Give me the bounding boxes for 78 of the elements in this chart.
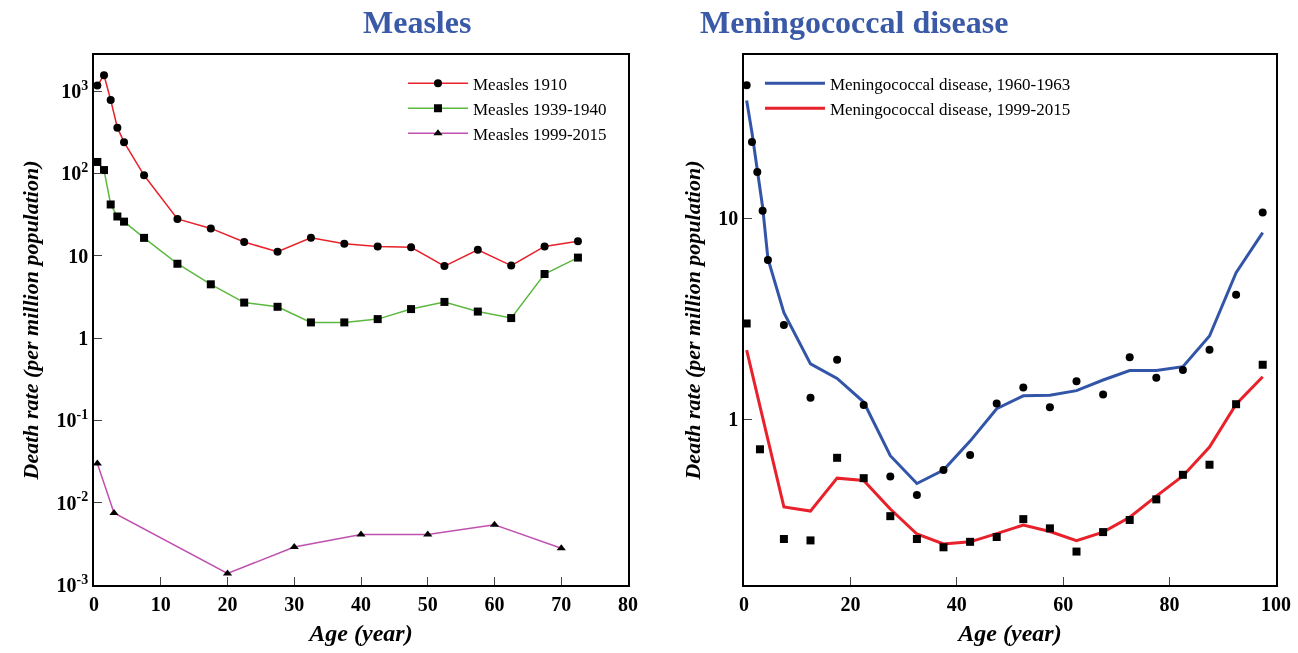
y-tick-label: 10$^{3}$ bbox=[61, 77, 89, 103]
point bbox=[1072, 547, 1081, 556]
x-axis-title: Age (year) bbox=[307, 619, 413, 646]
point bbox=[806, 393, 815, 402]
x-tick-label: 0 bbox=[89, 592, 99, 615]
y-axis-title: Death rate (per million population) bbox=[679, 160, 705, 481]
point bbox=[1258, 208, 1267, 217]
legend-label: Measles 1939-1940 bbox=[472, 99, 607, 119]
point bbox=[1125, 515, 1134, 524]
x-tick-label: 70 bbox=[551, 592, 572, 615]
point bbox=[779, 535, 788, 544]
point bbox=[992, 532, 1001, 541]
line-series bbox=[745, 98, 1265, 485]
y-tick-label: 10$^{-2}$ bbox=[56, 489, 89, 514]
legend-label: Measles 1999-2015 bbox=[472, 124, 607, 144]
point bbox=[747, 137, 756, 146]
legend-label: Meningococcal disease, 1960-1963 bbox=[829, 74, 1071, 94]
x-tick-label: 100 bbox=[1261, 592, 1291, 615]
point bbox=[1019, 515, 1028, 524]
y-tick-label: 1 bbox=[78, 327, 89, 350]
y-tick-label: 10$^{2}$ bbox=[61, 160, 89, 185]
point bbox=[763, 256, 772, 265]
chart-title: Measles bbox=[363, 4, 472, 40]
point bbox=[1019, 383, 1028, 392]
point bbox=[1099, 390, 1108, 399]
point bbox=[833, 453, 842, 462]
x-tick-label: 20 bbox=[217, 592, 238, 615]
point bbox=[1205, 460, 1214, 469]
legend-label: Measles 1910 bbox=[472, 74, 567, 94]
point bbox=[1232, 400, 1241, 409]
point bbox=[912, 491, 921, 500]
y-tick-label: 10$^{-1}$ bbox=[56, 406, 89, 432]
y-tick-label: 10$^{-3}$ bbox=[56, 571, 89, 596]
point bbox=[758, 206, 767, 215]
point bbox=[753, 168, 762, 177]
x-tick-label: 20 bbox=[840, 592, 861, 615]
point bbox=[912, 535, 921, 544]
y-axis-title: Death rate (per million population) bbox=[17, 160, 43, 481]
y-tick-label: 10 bbox=[68, 244, 89, 267]
legend-label: Meningococcal disease, 1999-2015 bbox=[829, 99, 1071, 119]
x-tick-label: 80 bbox=[1159, 592, 1180, 615]
point bbox=[1232, 290, 1241, 299]
point bbox=[833, 355, 842, 364]
point bbox=[779, 320, 788, 329]
x-tick-label: 80 bbox=[618, 592, 638, 615]
x-tick-label: 60 bbox=[1053, 592, 1074, 615]
x-axis-title: Age (year) bbox=[956, 619, 1062, 646]
x-tick-label: 40 bbox=[946, 592, 967, 615]
point bbox=[859, 474, 868, 483]
x-tick-label: 10 bbox=[150, 592, 171, 615]
point bbox=[806, 536, 815, 545]
point bbox=[1152, 373, 1161, 382]
point bbox=[992, 399, 1001, 408]
point bbox=[1178, 470, 1187, 479]
point bbox=[1045, 524, 1054, 533]
point bbox=[939, 543, 948, 552]
point bbox=[1099, 528, 1108, 537]
point bbox=[1125, 353, 1134, 362]
point bbox=[1178, 366, 1187, 375]
point bbox=[966, 537, 975, 546]
y-tick-label: 1 bbox=[728, 408, 739, 431]
point bbox=[1205, 345, 1214, 354]
x-tick-label: 0 bbox=[739, 592, 749, 615]
x-tick-label: 30 bbox=[284, 592, 305, 615]
point bbox=[859, 400, 868, 409]
x-tick-label: 40 bbox=[351, 592, 371, 615]
point bbox=[886, 472, 895, 481]
chart-title: Meningococcal disease bbox=[700, 4, 1009, 40]
point bbox=[1045, 403, 1054, 412]
point bbox=[1072, 377, 1081, 386]
point bbox=[1258, 360, 1267, 369]
point bbox=[886, 512, 895, 521]
point bbox=[755, 445, 764, 454]
point bbox=[1152, 495, 1161, 504]
point bbox=[939, 466, 948, 475]
x-tick-label: 50 bbox=[417, 592, 438, 615]
point bbox=[966, 451, 975, 460]
x-tick-label: 60 bbox=[484, 592, 505, 615]
